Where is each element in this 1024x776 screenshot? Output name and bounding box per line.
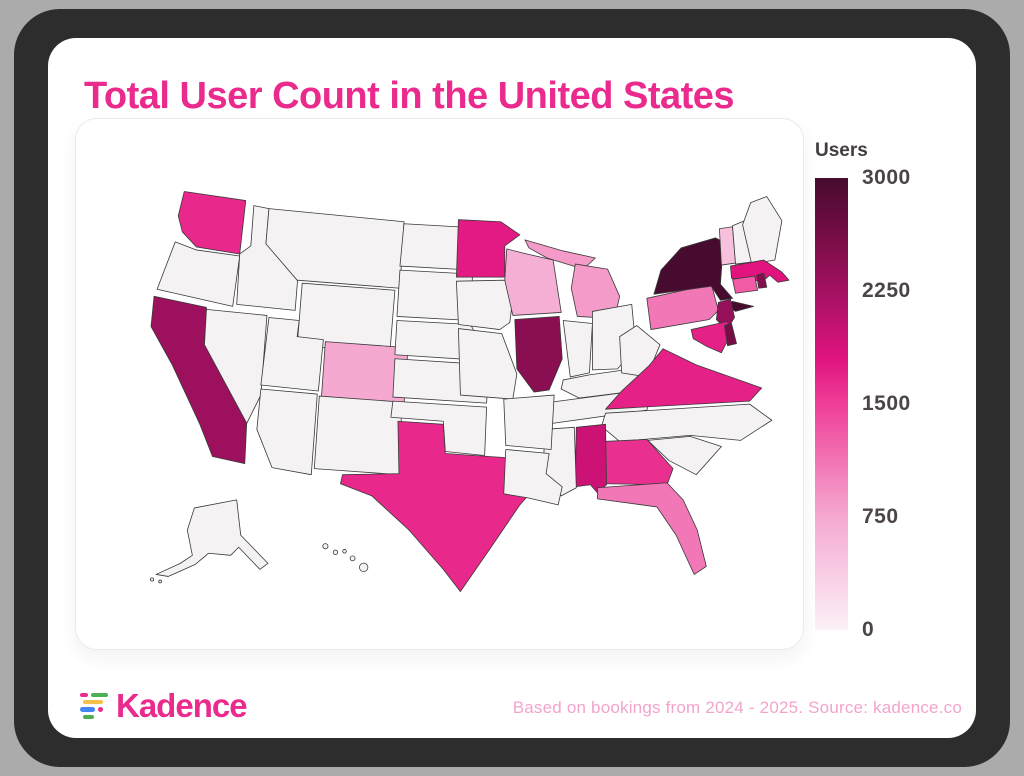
- state-la: [503, 449, 563, 506]
- state-hi-island: [349, 555, 356, 562]
- logo-bar-green: [91, 692, 108, 698]
- state-hi-island: [332, 549, 339, 555]
- logo-bar-green-small: [83, 714, 94, 720]
- map-panel: [75, 118, 804, 650]
- state-in: [562, 320, 593, 378]
- state-nm: [313, 395, 403, 476]
- legend-tick: 1500: [862, 392, 911, 415]
- state-nv: [204, 309, 268, 424]
- state-mn: [455, 219, 521, 278]
- state-or: [156, 241, 241, 307]
- legend-tick: 2250: [862, 279, 911, 302]
- legend-tick: 3000: [862, 166, 911, 189]
- state-ut: [260, 317, 324, 392]
- kadence-logo: Kadence: [80, 686, 248, 726]
- legend-title: Users: [815, 140, 868, 161]
- legend-gradient: [815, 178, 848, 630]
- state-hi-island: [322, 543, 329, 550]
- logo-bar-pink-small: [98, 707, 103, 712]
- source-note: Based on bookings from 2024 - 2025. Sour…: [512, 698, 962, 717]
- state-de: [724, 323, 737, 347]
- legend-tick: 750: [862, 505, 899, 528]
- state-ak: [155, 499, 269, 577]
- kadence-logo-icon: [80, 692, 109, 720]
- legend-tick: 0: [862, 618, 875, 641]
- state-wi: [504, 248, 562, 316]
- state-ia: [455, 279, 515, 330]
- logo-bar-yellow: [83, 699, 103, 705]
- state-il: [514, 316, 563, 393]
- legend-ticks: 3000 2250 1500 750 0: [862, 167, 952, 641]
- logo-bar-pink: [80, 692, 88, 698]
- state-ct: [732, 275, 759, 294]
- state-hi-island: [359, 562, 369, 573]
- state-al: [574, 423, 607, 494]
- state-sc: [647, 435, 722, 476]
- state-va: [605, 348, 763, 410]
- logo-bar-blue: [80, 707, 95, 712]
- state-az: [256, 388, 318, 476]
- state-fl: [597, 482, 707, 575]
- state-mo: [458, 328, 518, 400]
- page-title: Total User Count in the United States: [84, 75, 735, 118]
- state-ar: [503, 394, 555, 450]
- state-md: [690, 321, 731, 354]
- state-ri: [756, 272, 768, 289]
- state-ak-island: [150, 577, 155, 582]
- state-wa: [177, 191, 247, 255]
- us-choropleth-map: [150, 191, 790, 592]
- brand-wordmark: Kadence: [116, 687, 248, 724]
- state-hi-island: [342, 549, 347, 554]
- state-tx: [340, 420, 539, 592]
- state-ak-island: [158, 579, 162, 584]
- state-mt: [265, 208, 405, 289]
